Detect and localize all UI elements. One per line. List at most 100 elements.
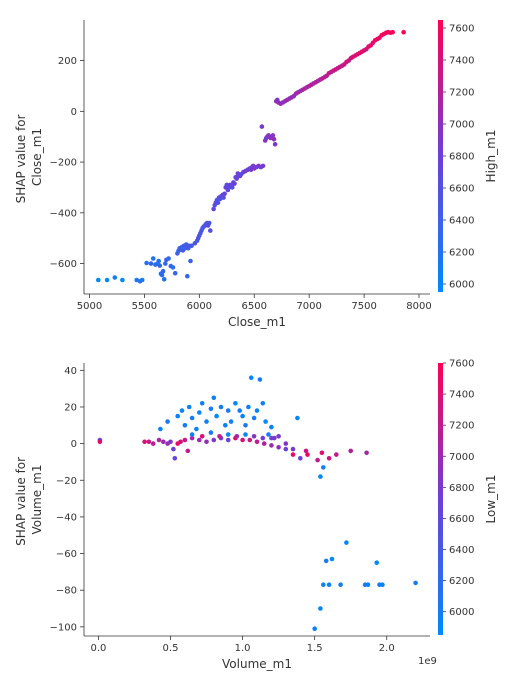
data-point: [323, 558, 329, 564]
data-point: [150, 256, 156, 261]
data-point: [182, 437, 188, 443]
data-point: [186, 404, 192, 410]
y-tick-label: 200: [58, 56, 77, 67]
data-point: [197, 410, 202, 415]
colorbar-tick-label: 6400: [449, 216, 474, 227]
data-point: [233, 401, 238, 406]
data-point: [197, 437, 202, 443]
data-point: [413, 580, 418, 586]
data-point: [139, 277, 145, 283]
data-point: [365, 582, 371, 587]
y-tick-label: 40: [64, 366, 77, 377]
data-point: [254, 408, 260, 413]
colorbar-tick-label: 7000: [449, 120, 474, 131]
y-tick-label: −20: [56, 476, 77, 487]
colorbar-tick-label: 7400: [449, 56, 474, 67]
x-tick-label: 1.0: [235, 643, 251, 654]
colorbar-tick-label: 7200: [449, 88, 474, 99]
x-tick-label: 5000: [77, 301, 102, 312]
colorbar-tick-label: 7200: [449, 421, 474, 432]
y-tick-label: −40: [56, 512, 77, 523]
y-axis-ticks: −100 −80 −60 −40 −20 0 20 40: [50, 366, 84, 633]
data-point: [269, 424, 274, 430]
data-point: [199, 434, 205, 439]
colorbar-gradient: [438, 20, 443, 292]
x-axis-ticks: 5000 5500 6000 6500 7000 7500 8000: [77, 294, 432, 312]
data-point: [225, 432, 231, 437]
data-point: [348, 448, 354, 454]
data-point: [283, 446, 289, 452]
colorbar-tick-label: 6000: [449, 280, 474, 291]
data-point: [163, 261, 168, 266]
colorbar: 6000 6200 6400 6600 6800 7000 7200 7400 7600: [438, 20, 474, 292]
data-point: [185, 273, 190, 279]
data-point: [232, 181, 237, 186]
data-point: [298, 456, 303, 461]
x-tick-label: 0.5: [163, 643, 179, 654]
y-tick-label: −100: [50, 622, 77, 633]
data-point: [206, 220, 212, 226]
data-point: [225, 437, 231, 443]
data-point: [223, 423, 228, 428]
colorbar-label: Low_m1: [484, 475, 498, 524]
data-point: [211, 395, 217, 401]
data-point: [315, 457, 320, 463]
dependence-plot-volume-m1: 0.0 0.5 1.0 1.5 2.0 −100 −80 −60 −40 −20 0 20 40 Vo…: [14, 359, 498, 672]
data-point: [96, 277, 101, 283]
data-point: [120, 277, 125, 283]
data-point: [185, 448, 191, 454]
data-point: [222, 191, 227, 197]
data-point: [172, 270, 178, 276]
x-tick-label: 6500: [242, 301, 267, 312]
y-axis-label-line-1: SHAP value for: [14, 114, 28, 203]
data-point: [156, 437, 162, 443]
colorbar: 6000 6200 6400 6600 6800 7000 7200 7400 7600: [438, 359, 474, 635]
y-axis-label-line-2: Close_m1: [30, 128, 44, 186]
data-point: [182, 423, 188, 428]
colorbar-tick-label: 6600: [449, 514, 474, 525]
data-point: [208, 228, 213, 233]
x-axis-ticks: 0.0 0.5 1.0 1.5 2.0: [90, 636, 395, 654]
data-point: [179, 408, 185, 413]
y-tick-label: 0: [71, 439, 77, 450]
data-point: [150, 441, 156, 446]
colorbar-tick-label: 7600: [449, 24, 474, 35]
x-tick-label: 5500: [132, 301, 157, 312]
colorbar-tick-label: 6000: [449, 607, 474, 618]
colorbar-tick-label: 7400: [449, 390, 474, 401]
data-point: [175, 413, 180, 419]
colorbar-tick-label: 6200: [449, 248, 474, 259]
data-point: [243, 423, 248, 428]
data-point: [401, 29, 406, 35]
y-tick-label: −200: [50, 158, 77, 169]
data-point: [246, 404, 251, 410]
data-point: [228, 419, 234, 424]
data-point: [240, 413, 245, 419]
data-point: [211, 206, 216, 212]
data-point: [240, 437, 245, 443]
data-point: [263, 419, 268, 424]
data-point: [189, 432, 195, 437]
y-tick-label: 20: [64, 402, 77, 413]
data-point: [170, 265, 176, 270]
data-point: [112, 275, 118, 280]
colorbar-gradient: [438, 363, 443, 635]
data-point: [271, 136, 277, 142]
scatter-points: [97, 375, 418, 631]
data-point: [156, 258, 161, 264]
y-axis-label: SHAP value for Close_m1: [14, 111, 44, 204]
colorbar-tick-label: 7000: [449, 452, 474, 463]
data-point: [248, 375, 254, 381]
data-point: [214, 413, 219, 419]
x-tick-label: 7500: [351, 301, 376, 312]
data-point: [217, 434, 222, 439]
data-point: [321, 582, 326, 587]
data-point: [189, 435, 195, 441]
data-point: [272, 142, 278, 147]
data-point: [266, 432, 271, 437]
data-point: [142, 439, 147, 445]
data-point: [364, 450, 369, 456]
data-point: [159, 272, 165, 278]
y-axis-label-line-2: Volume_m1: [30, 465, 44, 535]
scatter-points: [96, 29, 406, 284]
